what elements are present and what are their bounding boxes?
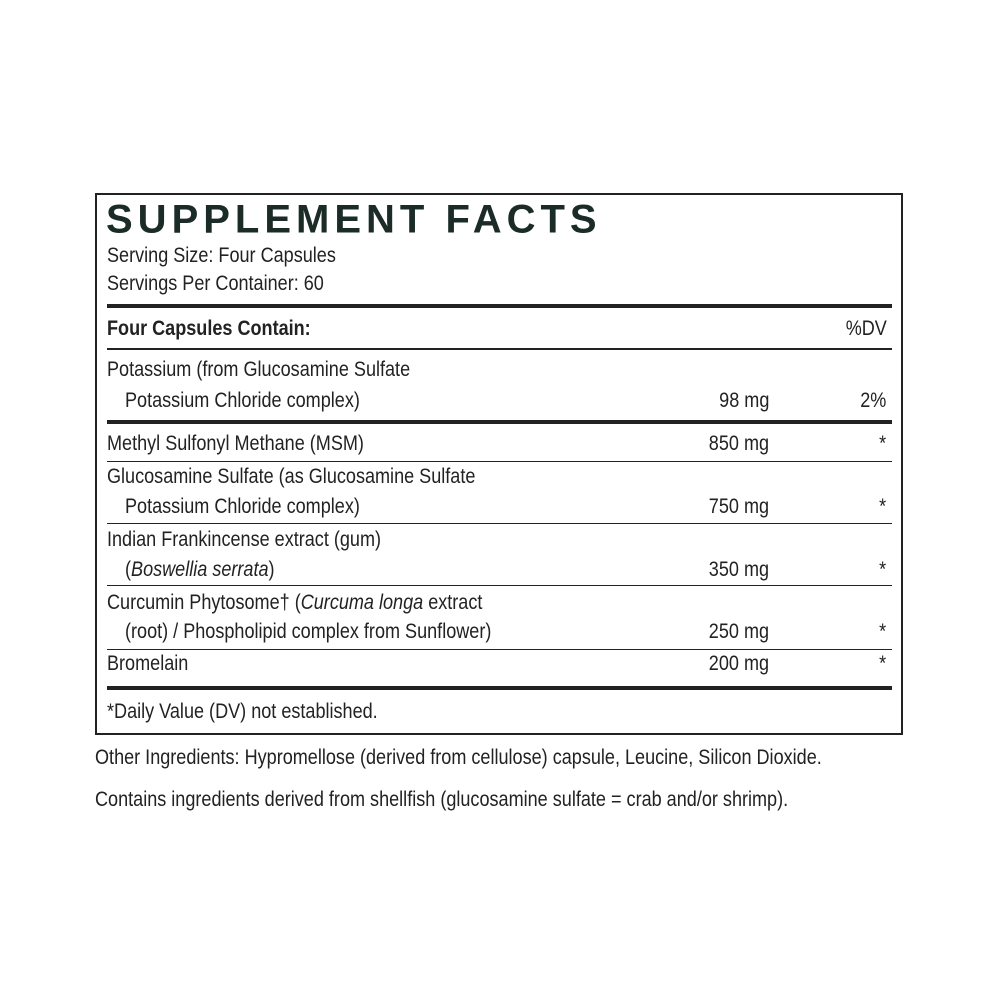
ingredient-line: Potassium Chloride complex) [125,389,360,413]
title: SUPPLEMENT FACTS [106,197,602,242]
ingredient-line: Potassium Chloride complex) [125,495,360,519]
other-ingredients: Other Ingredients: Hypromellose (derived… [95,746,822,769]
daily-value: * [878,432,886,455]
servings-per-container: Servings Per Container: 60 [107,272,324,295]
facts-panel [95,193,903,735]
dv-header: %DV [845,317,887,340]
ingredient-text: Potassium Chloride complex) [125,495,360,518]
amount: 200 mg [708,652,769,675]
ingredient-text: Potassium Chloride complex) [125,389,360,412]
rule [107,522,892,524]
ingredient-text: Curcuma longa [300,591,424,614]
ingredient-text: Indian Frankincense extract (gum) [107,528,382,551]
thick-rule [107,420,892,424]
ingredient-line: Methyl Sulfonyl Methane (MSM) [107,432,364,456]
daily-value: * [878,558,886,581]
daily-value: 2% [859,389,886,412]
rule [107,460,892,462]
ingredient-text: Glucosamine Sulfate (as Glucosamine Sulf… [107,465,476,488]
ingredient-text: Bromelain [107,652,189,675]
rule [107,648,892,650]
rule [107,584,892,586]
ingredient-line: (root) / Phospholipid complex from Sunfl… [125,620,491,644]
ingredient-line: Bromelain [107,652,188,676]
daily-value: * [878,620,886,643]
thick-rule [107,686,892,690]
ingredient-text: Curcumin Phytosome† ( [107,591,301,614]
amount: 850 mg [708,432,769,455]
ingredient-text: Boswellia serrata [131,558,269,581]
daily-value: * [878,652,886,675]
serving-size: Serving Size: Four Capsules [107,244,336,267]
allergen-note: Contains ingredients derived from shellf… [95,788,789,811]
ingredient-text: (root) / Phospholipid complex from Sunfl… [125,620,492,643]
ingredient-line: Potassium (from Glucosamine Sulfate [107,358,410,382]
ingredient-line: Indian Frankincense extract (gum) [107,528,381,552]
ingredient-line: (Boswellia serrata) [125,558,275,582]
footnote: *Daily Value (DV) not established. [107,700,378,723]
amount: 98 mg [718,389,769,412]
ingredient-text: Methyl Sulfonyl Methane (MSM) [107,432,364,455]
ingredient-text: ( [125,558,132,581]
thick-rule [107,304,892,308]
ingredient-text: extract [423,591,483,614]
ingredient-line: Curcumin Phytosome† (Curcuma longa extra… [107,591,482,615]
ingredient-line: Glucosamine Sulfate (as Glucosamine Sulf… [107,465,475,489]
daily-value: * [878,495,886,518]
column-header: Four Capsules Contain: [107,317,311,340]
amount: 750 mg [708,495,769,518]
amount: 250 mg [708,620,769,643]
ingredient-text: ) [268,558,275,581]
amount: 350 mg [708,558,769,581]
rule [107,348,892,350]
ingredient-text: Potassium (from Glucosamine Sulfate [107,358,411,381]
